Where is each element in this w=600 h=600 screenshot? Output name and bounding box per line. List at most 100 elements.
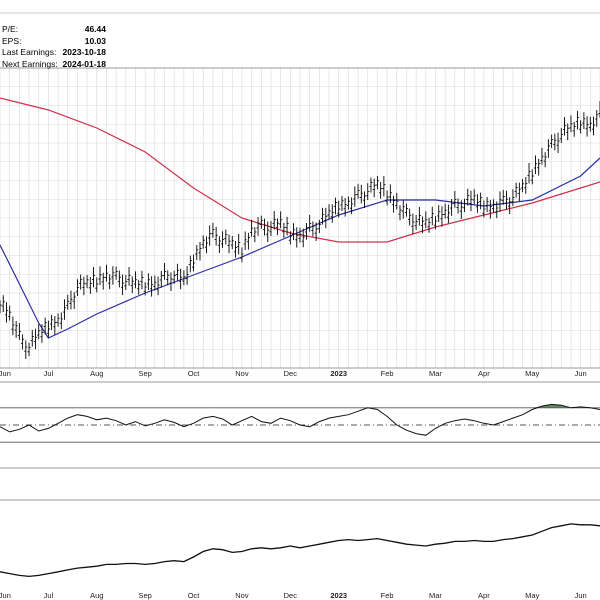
ohlc-bar bbox=[288, 231, 292, 245]
x-tick-label: May bbox=[525, 369, 539, 378]
ohlc-bar bbox=[146, 273, 150, 290]
ohlc-bar bbox=[133, 271, 138, 289]
ohlc-bar bbox=[246, 232, 250, 250]
ohlc-bar bbox=[433, 216, 438, 230]
ohlc-bar bbox=[46, 320, 50, 338]
ohlc-bar bbox=[311, 221, 315, 237]
ohlc-bar bbox=[14, 321, 18, 338]
x-tick-label: 2023 bbox=[330, 369, 347, 378]
ohlc-bar bbox=[553, 133, 557, 151]
ohlc-bar bbox=[269, 221, 273, 236]
ohlc-bar bbox=[130, 276, 134, 294]
ohlc-bar bbox=[88, 277, 92, 294]
x-tick-label-bottom: May bbox=[525, 591, 539, 600]
ohlc-bar bbox=[582, 112, 586, 129]
ohlc-bar bbox=[17, 323, 21, 340]
ohlc-bar bbox=[4, 302, 9, 323]
x-tick-label-bottom: Dec bbox=[284, 591, 298, 600]
ohlc-bar bbox=[366, 183, 370, 200]
ohlc-bar bbox=[175, 263, 180, 281]
ohlc-bar bbox=[250, 219, 254, 237]
next-earnings-row: Next Earnings: 2024-01-18 bbox=[2, 59, 106, 71]
ohlc-bar bbox=[211, 222, 215, 238]
ohlc-bar bbox=[179, 268, 183, 290]
ohlc-bar bbox=[40, 324, 44, 343]
ohlc-bar bbox=[140, 270, 144, 290]
ohlc-bar bbox=[166, 270, 170, 286]
ohlc-bar bbox=[243, 231, 247, 250]
x-tick-label: Apr bbox=[478, 369, 490, 378]
ohlc-bar bbox=[382, 176, 386, 197]
ohlc-bar bbox=[101, 272, 105, 290]
ohlc-bar bbox=[150, 276, 154, 297]
relative-strength-panel: Jun Jul Aug Sep Oct Nov Dec 2023 Feb Mar Apr May Jun bbox=[0, 499, 600, 600]
ohlc-bar bbox=[62, 299, 67, 320]
ohlc-bar bbox=[75, 279, 80, 296]
ohlc-bar bbox=[191, 254, 196, 272]
x-tick-label-bottom: Jun bbox=[575, 591, 587, 600]
ohlc-bar bbox=[508, 197, 512, 214]
x-tick-label-bottom: Oct bbox=[188, 591, 201, 600]
x-tick-label: Jun bbox=[575, 369, 587, 378]
ohlc-bar bbox=[550, 134, 554, 148]
ohlc-bar bbox=[420, 216, 425, 234]
ohlc-bar bbox=[259, 215, 263, 229]
ohlc-bar bbox=[104, 264, 109, 282]
ohlc-bar bbox=[50, 315, 54, 330]
x-tick-label-bottom: Mar bbox=[429, 591, 442, 600]
last-earnings-value: 2023-10-18 bbox=[62, 47, 106, 57]
ohlc-bar bbox=[414, 215, 418, 230]
ohlc-bar bbox=[8, 305, 12, 321]
ohlc-bar bbox=[79, 274, 83, 290]
ohlc-bar bbox=[488, 200, 492, 219]
ohlc-bar bbox=[317, 219, 321, 233]
ohlc-bar bbox=[95, 277, 99, 293]
pe-label: P/E: bbox=[2, 24, 19, 34]
x-tick-label-bottom: Aug bbox=[90, 591, 103, 600]
ohlc-bar bbox=[401, 200, 405, 219]
ohlc-bar bbox=[446, 204, 450, 224]
ohlc-bar bbox=[543, 152, 547, 168]
ohlc-bar bbox=[375, 176, 380, 190]
ohlc-bar bbox=[456, 198, 460, 214]
ohlc-bar bbox=[530, 169, 534, 185]
ohlc-bar bbox=[372, 178, 376, 198]
x-tick-label: Dec bbox=[284, 369, 298, 378]
ohlc-bar bbox=[279, 211, 283, 229]
ohlc-bar bbox=[546, 139, 550, 158]
ohlc-bar bbox=[282, 222, 286, 238]
ohlc-bar bbox=[82, 276, 86, 296]
ohlc-bar bbox=[43, 317, 47, 335]
ohlc-bar bbox=[411, 213, 415, 234]
ohlc-bar bbox=[585, 116, 589, 137]
x-tick-label-bottom: Apr bbox=[478, 591, 490, 600]
next-earnings-label: Next Earnings: bbox=[2, 58, 58, 69]
ohlc-bar bbox=[398, 205, 402, 221]
ohlc-bar bbox=[233, 241, 238, 258]
ohlc-bar bbox=[359, 184, 363, 204]
ohlc-bar bbox=[437, 205, 441, 222]
ohlc-bar bbox=[475, 194, 480, 213]
ohlc-bar bbox=[220, 231, 225, 248]
ohlc-bar bbox=[11, 316, 15, 336]
price-panel: Jun Jul Aug Sep Oct Nov Dec 2023 Feb Mar Apr May Jun bbox=[0, 67, 600, 378]
ohlc-bar bbox=[520, 179, 525, 193]
ohlc-bar bbox=[275, 218, 280, 236]
ohlc-bar bbox=[569, 115, 573, 133]
ohlc-bar bbox=[1, 295, 5, 312]
ohlc-bar bbox=[24, 340, 28, 359]
x-tick-label-bottom: Jun bbox=[0, 591, 11, 600]
x-tick-label: Oct bbox=[188, 369, 201, 378]
ohlc-bar bbox=[591, 116, 596, 136]
ohlc-bar bbox=[169, 272, 173, 291]
ohlc-bar bbox=[320, 207, 325, 225]
ohlc-bar bbox=[430, 206, 434, 226]
ohlc-bar bbox=[195, 245, 199, 260]
ohlc-bar bbox=[30, 329, 34, 347]
ohlc-bar bbox=[85, 275, 89, 289]
next-earnings-value: 2024-01-18 bbox=[62, 58, 106, 69]
ohlc-bar bbox=[240, 247, 244, 263]
eps-label: EPS: bbox=[2, 35, 22, 46]
ohlc-bar bbox=[333, 197, 338, 215]
